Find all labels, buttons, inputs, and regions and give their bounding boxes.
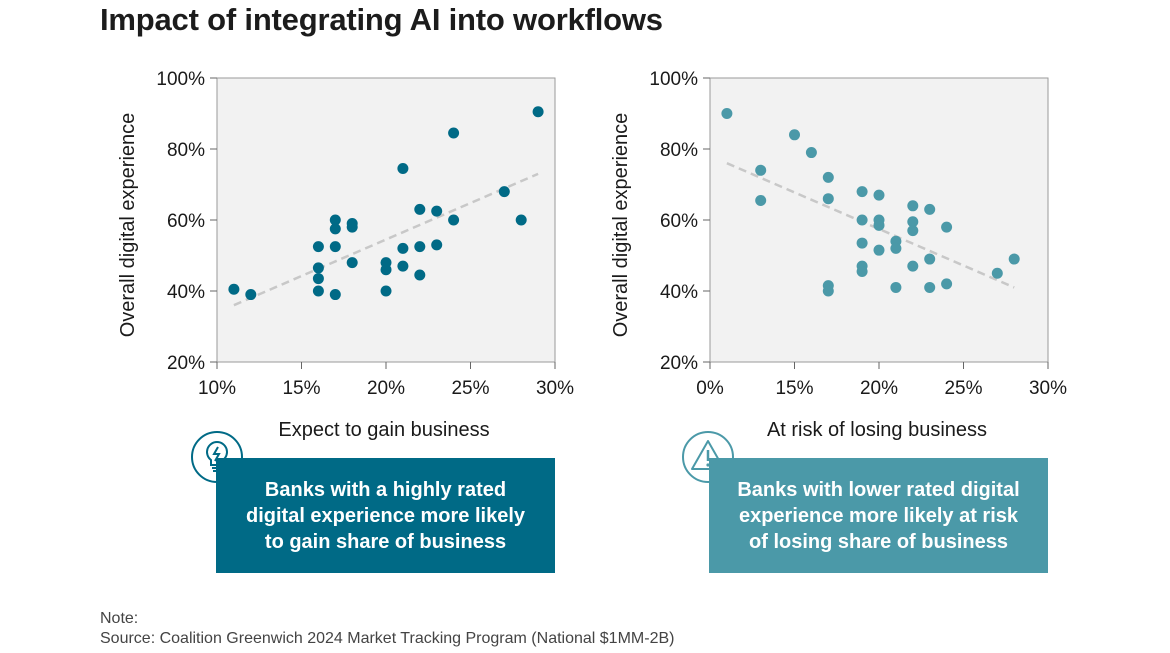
left-scatter-point	[414, 241, 426, 253]
right-scatter-point	[924, 281, 936, 293]
left-scatter-point	[431, 205, 443, 217]
right-scatter-point	[924, 203, 936, 215]
left-x-tick-label: 20%	[367, 378, 405, 399]
left-scatter-point	[346, 257, 358, 269]
left-scatter-point	[312, 262, 324, 274]
left-x-tick-label: 10%	[198, 378, 236, 399]
left-scatter-point	[329, 241, 341, 253]
left-scatter-point	[431, 239, 443, 251]
left-scatter-point	[329, 214, 341, 226]
footnote-note: Note:	[100, 610, 139, 627]
left-y-tick-label: 60%	[167, 211, 205, 232]
left-scatter-point	[397, 163, 409, 175]
left-scatter-point	[329, 289, 341, 301]
right-scatter-point	[822, 193, 834, 205]
right-scatter-point	[890, 242, 902, 254]
left-x-tick-label: 15%	[282, 378, 320, 399]
right-x-tick-label: 0%	[696, 378, 724, 399]
right-scatter-point	[856, 186, 868, 198]
left-scatter-point	[397, 260, 409, 272]
page-title: Impact of integrating AI into workflows	[100, 2, 663, 37]
right-scatter-point	[924, 253, 936, 265]
left-y-tick-label: 40%	[167, 282, 205, 303]
left-y-tick-label: 100%	[156, 69, 205, 90]
right-scatter-point	[907, 200, 919, 212]
right-scatter-point	[721, 108, 733, 119]
left-scatter-point	[329, 223, 341, 235]
right-y-tick-label: 80%	[660, 140, 698, 161]
right-y-tick-label: 60%	[660, 211, 698, 232]
right-scatter-point	[805, 147, 817, 159]
right-y-tick-label: 100%	[649, 69, 698, 90]
left-plot-area	[216, 77, 556, 363]
right-x-axis-label: At risk of losing business	[767, 419, 987, 441]
left-x-tick-label: 30%	[536, 378, 574, 399]
right-y-axis-label: Overall digital experience	[610, 113, 632, 338]
footnote-source: Source: Coalition Greenwich 2024 Market …	[100, 630, 675, 647]
left-scatter-point	[515, 214, 527, 226]
right-scatter-point	[856, 237, 868, 249]
left-x-tick-label: 25%	[451, 378, 489, 399]
right-scatter-point	[907, 216, 919, 228]
left-scatter-point	[228, 283, 240, 295]
right-x-tick-label: 15%	[775, 378, 813, 399]
left-y-tick-label: 80%	[167, 140, 205, 161]
right-x-tick-label: 25%	[944, 378, 982, 399]
left-scatter-point	[346, 221, 358, 233]
left-scatter-point	[380, 285, 392, 297]
left-scatter-point	[312, 241, 324, 253]
chart-right-losing-business: 20% 40% 60% 80% 100% 0% 15% 20% 25% 30% At risk of…	[610, 69, 1067, 441]
right-scatter-point	[789, 129, 800, 141]
left-scatter-point	[448, 127, 460, 139]
right-scatter-point	[873, 244, 885, 256]
right-y-tick-label: 40%	[660, 282, 698, 303]
callout-losing-share: Banks with lower rated digital experienc…	[709, 458, 1048, 573]
right-scatter-point	[941, 221, 953, 233]
right-scatter-point	[822, 171, 834, 183]
right-scatter-point	[755, 194, 767, 206]
right-scatter-point	[873, 189, 885, 201]
right-scatter-point	[873, 219, 885, 231]
left-scatter-point	[498, 186, 510, 198]
left-scatter-point	[245, 289, 257, 301]
right-trendline	[726, 162, 1015, 289]
left-scatter-point	[312, 285, 324, 297]
right-scatter-point	[856, 265, 868, 277]
right-scatter-point	[822, 285, 834, 297]
right-scatter-point	[907, 225, 919, 237]
left-x-axis-label: Expect to gain business	[278, 419, 489, 441]
left-scatter-point	[397, 242, 409, 254]
left-scatter-point	[414, 203, 426, 215]
left-scatter-point	[532, 106, 544, 118]
right-y-tick-label: 20%	[660, 353, 698, 374]
right-x-tick-label: 30%	[1029, 378, 1067, 399]
left-trendline	[233, 172, 539, 307]
left-y-tick-label: 20%	[167, 353, 205, 374]
callout-gain-share: Banks with a highly rated digital experi…	[216, 458, 555, 573]
right-scatter-point	[755, 164, 767, 176]
left-scatter-point	[312, 273, 324, 285]
right-scatter-point	[907, 260, 919, 272]
left-scatter-point	[414, 269, 426, 281]
left-scatter-point	[448, 214, 460, 226]
right-scatter-point	[856, 214, 868, 226]
right-scatter-point	[941, 278, 953, 290]
right-x-tick-label: 20%	[860, 378, 898, 399]
chart-left-gain-business: 20% 40% 60% 80% 100% 10% 15% 20% 25% 30% Expect to…	[117, 69, 574, 441]
right-scatter-point	[890, 281, 902, 293]
left-scatter-point	[380, 264, 392, 276]
right-scatter-point	[991, 267, 1003, 279]
right-scatter-point	[1008, 253, 1020, 265]
left-y-axis-label: Overall digital experience	[117, 113, 139, 338]
